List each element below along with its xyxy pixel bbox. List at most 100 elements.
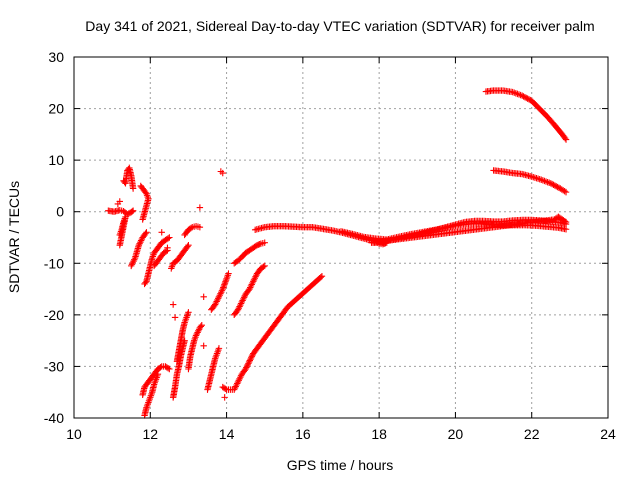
data-point-fill [244, 288, 251, 295]
data-point-fill [243, 248, 251, 256]
data-point-fill [282, 306, 289, 313]
data-point-fill [216, 292, 223, 299]
data-point-fill [148, 373, 156, 380]
data-point-fill [347, 230, 355, 237]
data-point [169, 301, 177, 308]
data-point-fill [183, 244, 190, 252]
data-point-fill [156, 254, 164, 262]
data-point-fill [560, 133, 568, 141]
data-point-fill [136, 240, 143, 247]
data-point [234, 378, 242, 386]
data-point-fill [186, 354, 194, 361]
data-point-fill [259, 224, 267, 231]
data-point-fill [243, 364, 250, 371]
y-tick-label: 10 [48, 152, 64, 168]
data-point-fill [251, 275, 258, 282]
data-point-fill [252, 273, 259, 280]
data-point-fill [559, 187, 567, 194]
data-point-fill [164, 364, 172, 372]
data-point-fill [293, 295, 300, 303]
data-point-fill [326, 226, 334, 234]
data-point-fill [561, 217, 568, 225]
data-point-fill [144, 271, 152, 279]
data-point-fill [235, 304, 242, 312]
data-point-fill [207, 372, 215, 379]
data-point-fill [163, 236, 171, 243]
data-point-fill [556, 214, 563, 221]
data-point-fill [197, 323, 205, 330]
data-point [164, 244, 171, 252]
data-point-fill [524, 95, 531, 102]
data-point-fill [231, 384, 239, 392]
data-point-fill [250, 276, 258, 283]
data-point-fill [554, 183, 561, 191]
data-point-fill [181, 320, 188, 328]
data-point-fill [190, 338, 197, 346]
data-point-fill [240, 368, 247, 375]
data-point-fill [129, 183, 137, 191]
data-point-fill [256, 241, 263, 248]
data-point-fill [260, 263, 267, 270]
data-point-fill [240, 294, 248, 301]
data-point [217, 168, 225, 175]
data-point-fill [212, 299, 220, 307]
data-point-fill [237, 374, 244, 381]
data-point-fill [520, 93, 527, 100]
data-point [198, 321, 205, 329]
data-point-fill [155, 364, 163, 372]
data-point [196, 204, 204, 211]
data-point-fill [541, 110, 548, 118]
data-point-fill [224, 272, 232, 279]
data-point-fill [236, 256, 243, 263]
data-point-fill [128, 208, 136, 215]
data-point-fill [162, 248, 170, 255]
data-point [238, 298, 246, 306]
x-tick-label: 18 [371, 426, 387, 442]
data-point-fill [171, 259, 178, 266]
data-point-fill [549, 216, 557, 223]
data-point-fill [553, 183, 560, 190]
data-point-fill [150, 382, 157, 390]
data-point-fill [129, 259, 136, 266]
data-point-fill [561, 188, 568, 195]
data-point-fill [557, 128, 564, 136]
data-point-fill [222, 385, 229, 392]
data-point-fill [450, 222, 457, 230]
data-point-fill [317, 274, 324, 281]
data-point-fill [247, 246, 254, 253]
y-tick-label: -30 [44, 358, 64, 374]
data-point [200, 342, 207, 349]
data-point [128, 262, 135, 270]
x-tick-label: 16 [295, 426, 311, 442]
y-tick-label: -10 [44, 255, 64, 271]
x-tick-label: 20 [448, 426, 464, 442]
data-point-fill [246, 357, 254, 364]
data-point-fill [439, 225, 446, 232]
y-tick-label: -20 [44, 307, 64, 323]
data-point-fill [164, 235, 172, 242]
data-point-fill [236, 375, 243, 383]
data-point-fill [146, 264, 154, 271]
data-point-fill [187, 224, 195, 232]
data-point-fill [148, 256, 156, 263]
data-point-fill [209, 364, 217, 372]
data-point-fill [152, 377, 159, 385]
data-point-fill [237, 301, 244, 309]
data-point-fill [184, 310, 191, 318]
data-point-fill [163, 364, 171, 371]
data-point-fill [214, 295, 222, 302]
x-tick-label: 24 [600, 426, 616, 442]
data-point-fill [247, 354, 255, 361]
data-point-fill [130, 258, 137, 265]
data-point-fill [127, 170, 135, 178]
data-point [250, 278, 257, 285]
data-point-fill [161, 248, 169, 256]
data-point-fill [248, 281, 255, 288]
data-point-fill [195, 327, 202, 335]
data-point-fill [233, 381, 240, 389]
data-point-fill [536, 176, 543, 183]
data-point-fill [213, 352, 220, 359]
data-point-fill [561, 225, 568, 233]
data-point-fill [125, 210, 132, 217]
